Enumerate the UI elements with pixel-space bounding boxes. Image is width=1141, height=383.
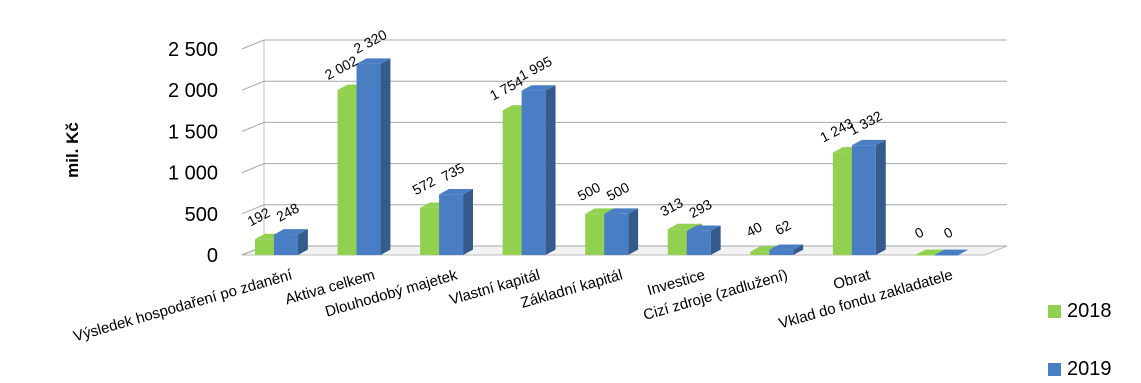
data-label-2019: 248 xyxy=(274,200,302,225)
bar-front xyxy=(439,194,464,255)
data-label-2019: 1 332 xyxy=(846,107,885,138)
gridline xyxy=(241,204,1007,215)
bar-front xyxy=(604,213,629,255)
bar-side xyxy=(710,225,721,255)
bar-top xyxy=(769,244,804,250)
bar-side xyxy=(380,58,391,255)
legend-item-2019: 2019 xyxy=(1048,358,1112,381)
data-label-2018: 500 xyxy=(575,179,603,204)
bar-2019-2 xyxy=(356,58,391,255)
bar-front xyxy=(254,239,279,255)
bar-front xyxy=(502,110,527,255)
bar-front xyxy=(521,90,546,255)
legend-label-2019: 2019 xyxy=(1067,358,1112,380)
bar-2019-8 xyxy=(851,139,886,255)
bar-side xyxy=(875,139,886,255)
bar-top xyxy=(439,189,473,195)
bar-front xyxy=(769,249,794,255)
data-label-2019: 500 xyxy=(604,179,632,204)
gridline xyxy=(241,39,1007,50)
data-label-2018: 572 xyxy=(410,173,438,198)
data-label-2019: 0 xyxy=(941,224,956,242)
bar-top xyxy=(356,58,391,64)
data-label-2018: 40 xyxy=(743,218,764,240)
bar-2019-3 xyxy=(439,189,473,255)
legend-swatch-2019 xyxy=(1048,363,1061,376)
bar-front xyxy=(934,255,959,256)
data-label-2018: 192 xyxy=(245,204,273,229)
bar-front xyxy=(686,230,711,255)
gridline xyxy=(241,121,1007,132)
data-label-2019: 293 xyxy=(686,196,714,221)
bars xyxy=(254,58,969,256)
data-label-2018: 313 xyxy=(657,194,685,219)
bar-2019-6 xyxy=(686,225,721,255)
data-label-2019: 2 320 xyxy=(351,26,390,57)
category-label: Obrat xyxy=(831,266,873,293)
bar-2019-7 xyxy=(769,244,804,255)
bar-front xyxy=(750,251,775,255)
bar-side xyxy=(793,244,804,255)
y-tick-label: 1 000 xyxy=(168,163,218,185)
gridline xyxy=(241,80,1007,91)
bar-front xyxy=(356,63,381,255)
legend-label-2018: 2018 xyxy=(1067,300,1112,322)
bar-side xyxy=(463,189,473,255)
bar-side xyxy=(297,229,308,255)
y-tick-label: 0 xyxy=(207,245,218,267)
data-label-2019: 62 xyxy=(772,217,793,239)
bar-2019-9 xyxy=(934,249,969,256)
bar-front xyxy=(915,255,940,256)
category-label: Výsledek hospodaření po zdanění xyxy=(72,266,296,345)
y-tick-labels: 0 500 1 000 1 500 2 000 2 500 xyxy=(168,39,218,267)
bar-top xyxy=(521,85,556,91)
legend-swatch-2018 xyxy=(1048,305,1061,318)
legend-item-2018: 2018 xyxy=(1048,300,1112,323)
data-label-2018: 2 002 xyxy=(322,52,361,83)
bar-front xyxy=(273,234,298,255)
y-tick-label: 500 xyxy=(185,204,218,226)
y-tick-label: 1 500 xyxy=(168,121,218,143)
y-tick-label: 2 000 xyxy=(168,80,218,102)
bar-side xyxy=(628,208,639,255)
bar-top xyxy=(934,249,969,255)
data-label-2019: 1 995 xyxy=(516,53,555,84)
bar-top xyxy=(273,229,308,235)
data-label-2018: 0 xyxy=(912,224,927,242)
bar-2019-5 xyxy=(604,208,639,255)
bar-2019-1 xyxy=(273,229,308,255)
bar-top xyxy=(604,208,639,214)
y-tick-label: 2 500 xyxy=(168,39,218,61)
bar-2019-4 xyxy=(521,85,556,255)
bar-side xyxy=(545,85,556,255)
y-axis-label: mil. Kč xyxy=(63,122,82,178)
bar-top xyxy=(686,225,721,231)
bar-top xyxy=(851,139,886,146)
bar-front xyxy=(851,145,876,255)
gridline xyxy=(241,163,1007,174)
